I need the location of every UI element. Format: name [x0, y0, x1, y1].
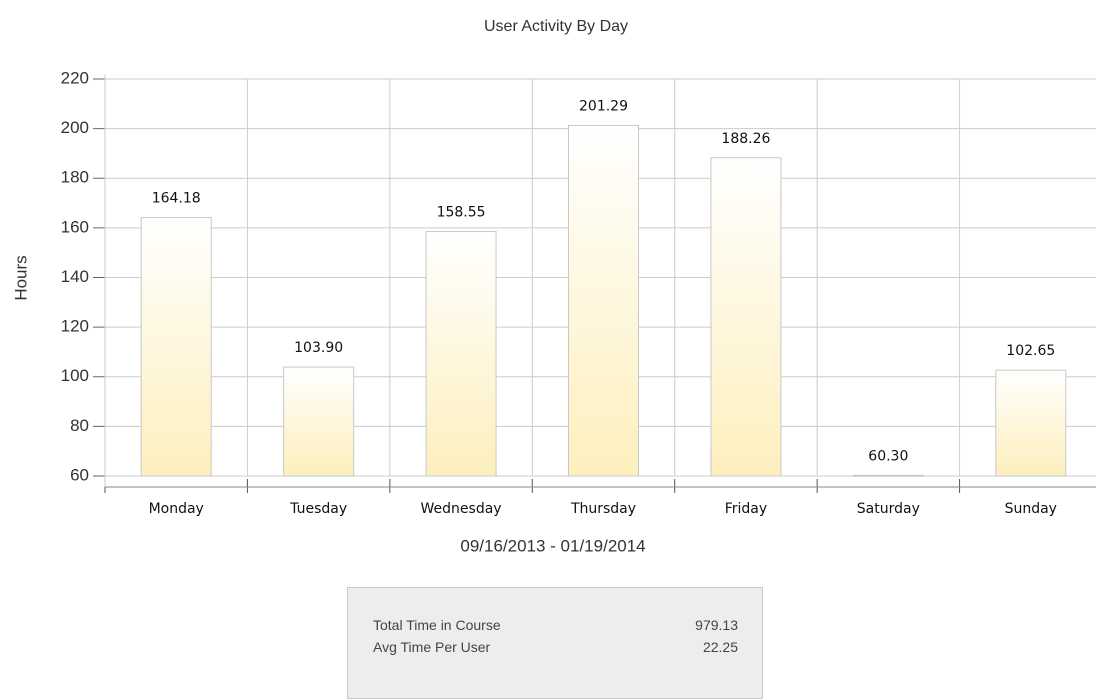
x-tick-label: Monday: [149, 501, 204, 517]
label: Avg Time Per User: [373, 639, 491, 655]
summary-box: Total Time in Course 979.13 Avg Time Per …: [347, 587, 763, 699]
y-tick-label: 80: [70, 416, 89, 435]
value-label: 188.26: [721, 131, 770, 147]
value: 979.13: [695, 617, 738, 633]
summary-row: Avg Time Per User 22.25: [373, 639, 738, 655]
value-label: 158.55: [437, 204, 486, 220]
bar: [852, 474, 924, 477]
y-tick-label: 60: [70, 465, 89, 484]
value-label: 201.29: [579, 98, 628, 114]
y-tick-label: 180: [61, 168, 89, 187]
y-tick-label: 120: [61, 317, 89, 336]
x-tick-label: Friday: [725, 501, 767, 517]
y-tick-label: 140: [61, 267, 89, 286]
x-tick-label: Tuesday: [289, 501, 347, 517]
bar: [710, 157, 782, 477]
value: 22.25: [702, 639, 738, 655]
bar: [140, 217, 212, 477]
chart: User Activity By Day Hours 09/16/2013 - …: [11, 18, 1096, 555]
bar: [995, 369, 1067, 477]
x-axis-label: 09/16/2013 - 01/19/2014: [460, 536, 645, 555]
x-tick-label: Saturday: [857, 501, 920, 517]
y-tick-label: 100: [61, 366, 89, 385]
bar: [568, 124, 639, 477]
bar: [425, 230, 497, 477]
y-axis-label: Hours: [11, 255, 30, 300]
x-tick-label: Wednesday: [421, 501, 502, 517]
chart-title: User Activity By Day: [484, 18, 628, 35]
summary-row: Total Time in Course 979.13: [373, 617, 738, 633]
value-label: 60.30: [868, 448, 908, 464]
value-label: 102.65: [1006, 343, 1055, 359]
y-tick-label: 220: [61, 68, 89, 87]
label: Total Time in Course: [373, 617, 501, 633]
y-tick-label: 160: [61, 217, 89, 236]
y-tick-label: 200: [61, 118, 89, 137]
x-tick-label: Sunday: [1005, 501, 1057, 517]
page: User Activity By Day Hours 09/16/2013 - …: [11, 18, 1096, 699]
bar: [283, 366, 355, 477]
value-label: 103.90: [294, 340, 343, 356]
value-label: 164.18: [152, 191, 201, 207]
x-tick-label: Thursday: [570, 501, 636, 517]
